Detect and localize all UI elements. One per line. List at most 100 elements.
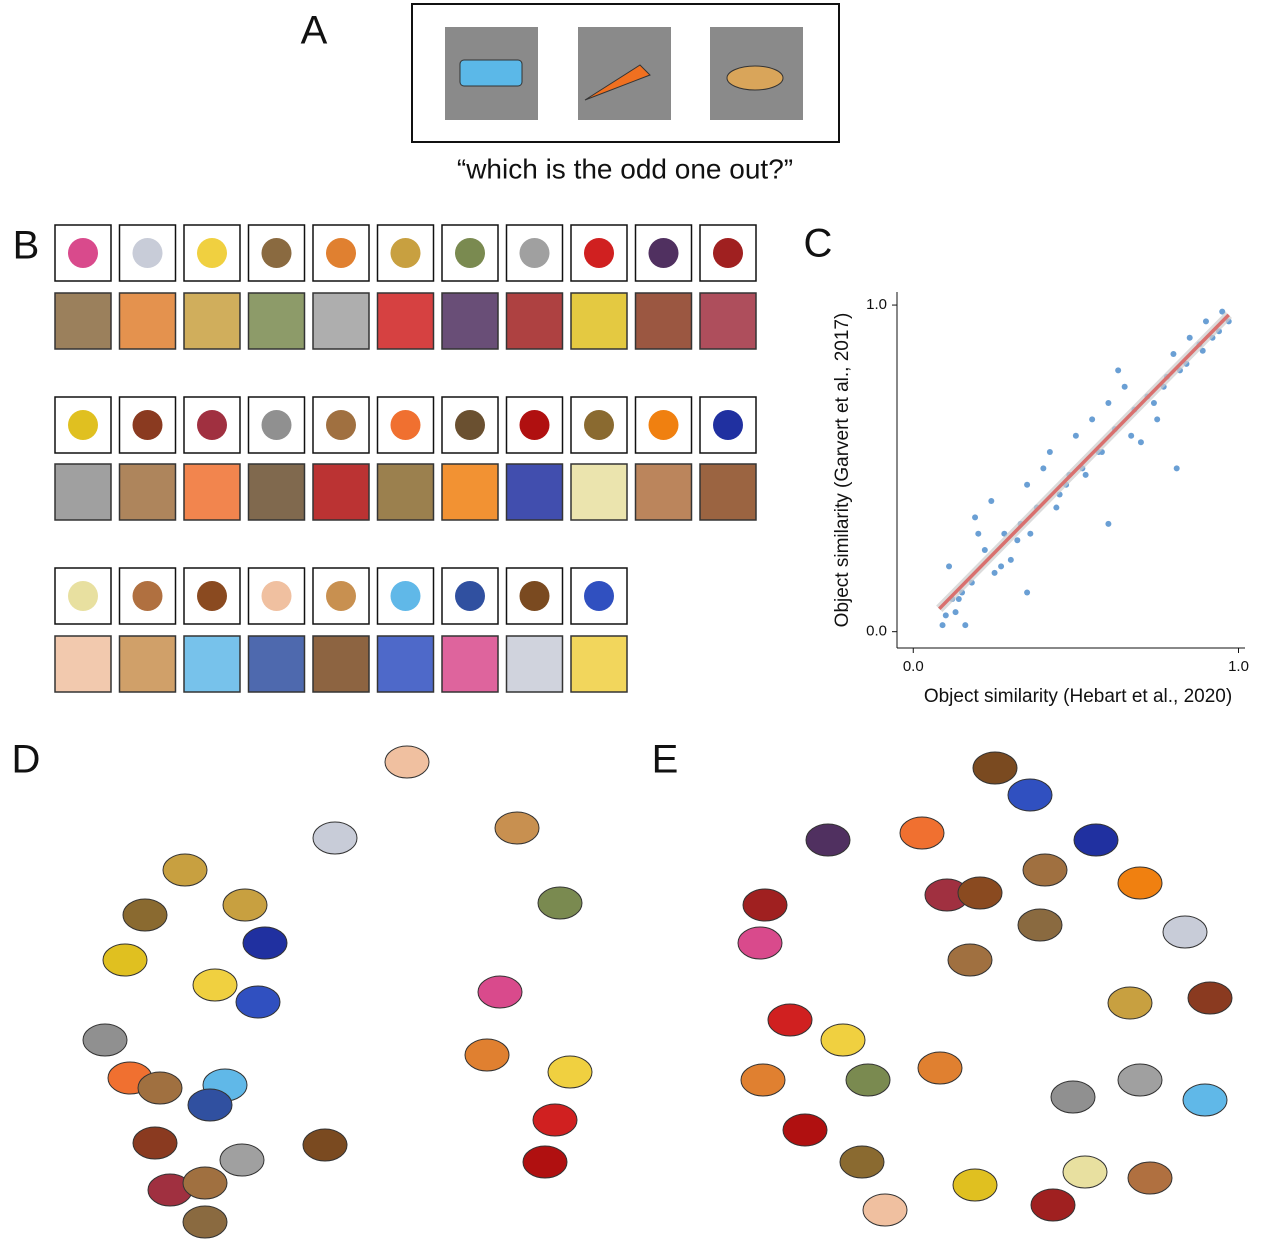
photo <box>441 463 499 521</box>
object-icon <box>222 888 268 922</box>
object-icon <box>1107 986 1153 1020</box>
object-icon <box>182 1205 228 1239</box>
point <box>972 514 979 521</box>
embedding-d <box>82 745 593 1239</box>
icon <box>261 410 292 440</box>
object-icon <box>187 1088 233 1122</box>
object-icon <box>899 816 945 850</box>
object-icon <box>839 1145 885 1179</box>
icon <box>455 581 485 611</box>
panel-label: A <box>301 9 328 53</box>
photo <box>183 635 241 693</box>
point <box>1115 367 1122 374</box>
photo <box>634 292 693 350</box>
object-icon <box>820 1023 866 1057</box>
point <box>1199 347 1206 354</box>
object-icon <box>737 926 783 960</box>
object-icon <box>972 751 1018 785</box>
photo <box>699 292 757 350</box>
object-icon <box>242 926 288 960</box>
photo <box>183 463 241 521</box>
scatter-plot: 0.0 1.0 0.0 1.0 Object similarity (Hebart et… <box>832 292 1249 707</box>
point <box>952 609 959 616</box>
point <box>942 612 949 619</box>
photo <box>570 635 628 693</box>
icon <box>648 238 679 268</box>
icon <box>390 581 421 611</box>
photo <box>441 635 499 693</box>
point <box>946 563 953 570</box>
object-icon <box>122 898 168 932</box>
icon <box>197 581 227 611</box>
object-icon <box>302 1128 348 1162</box>
object-icon <box>477 975 523 1009</box>
point <box>988 498 995 505</box>
panel-label: D <box>12 738 41 782</box>
object-icon <box>192 968 238 1002</box>
object-icon <box>532 1103 578 1137</box>
object-icon <box>782 1113 828 1147</box>
icon <box>326 238 356 268</box>
point <box>1007 556 1014 563</box>
photo <box>118 292 177 350</box>
dog-icon <box>726 65 784 91</box>
icon-cell <box>312 396 370 454</box>
icon <box>455 410 485 440</box>
object-icon <box>494 811 540 845</box>
point <box>1150 400 1157 407</box>
photo <box>699 463 757 521</box>
icon <box>261 238 292 268</box>
object-icon <box>957 876 1003 910</box>
point <box>1014 537 1021 544</box>
icon <box>261 581 292 611</box>
point <box>1202 318 1209 325</box>
icon-cell <box>54 224 112 282</box>
y-tick-label: 1.0 <box>866 296 887 313</box>
object-icon <box>1117 1063 1163 1097</box>
object-icon <box>1017 908 1063 942</box>
object-icon <box>102 943 148 977</box>
icon-cell <box>699 396 757 454</box>
object-icon <box>742 888 788 922</box>
object-icon <box>917 1051 963 1085</box>
object-icon <box>547 1055 593 1089</box>
photo <box>118 635 177 693</box>
object-icon <box>845 1063 891 1097</box>
object-icon <box>219 1143 265 1177</box>
point <box>1186 334 1193 341</box>
icon <box>68 238 98 268</box>
icon <box>68 410 98 440</box>
object-icon <box>1022 853 1068 887</box>
icon <box>326 410 356 440</box>
object-icon <box>235 985 281 1019</box>
point <box>1024 481 1031 488</box>
icon <box>519 581 550 611</box>
object-icon <box>132 1126 178 1160</box>
photo <box>376 463 435 521</box>
object-icon <box>1182 1083 1228 1117</box>
point <box>998 563 1005 570</box>
point <box>1219 308 1226 315</box>
stimulus-grid <box>54 224 757 693</box>
photo <box>54 463 112 521</box>
object-icon <box>1030 1188 1076 1222</box>
photo <box>570 463 628 521</box>
photo <box>247 292 306 350</box>
object-icon <box>1162 915 1208 949</box>
point <box>1105 520 1112 527</box>
object-icon <box>1062 1155 1108 1189</box>
icon <box>713 410 743 440</box>
icon <box>132 410 163 440</box>
point <box>1128 432 1135 439</box>
x-tick-label: 0.0 <box>903 658 924 675</box>
icon <box>132 581 163 611</box>
trial-frame <box>411 3 840 143</box>
photo <box>376 292 435 350</box>
icon <box>713 238 743 268</box>
object-icon <box>1127 1161 1173 1195</box>
object-icon <box>162 853 208 887</box>
panel-label: C <box>804 222 833 266</box>
point <box>1053 504 1060 511</box>
icon <box>584 238 614 268</box>
